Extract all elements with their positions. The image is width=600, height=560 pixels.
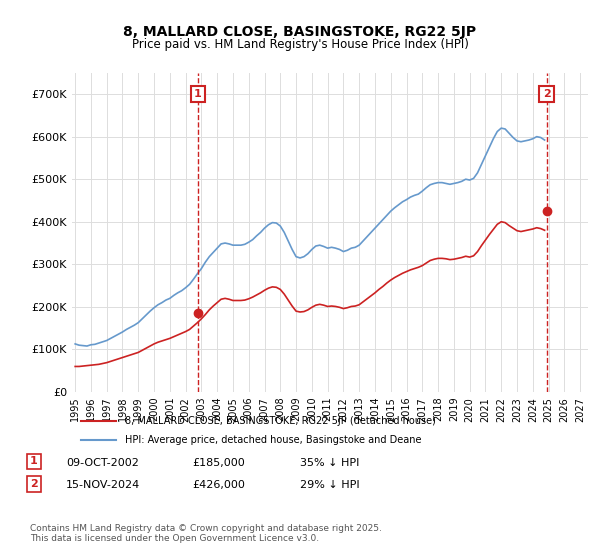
Text: £185,000: £185,000 [192,458,245,468]
Text: Contains HM Land Registry data © Crown copyright and database right 2025.
This d: Contains HM Land Registry data © Crown c… [30,524,382,543]
Text: 8, MALLARD CLOSE, BASINGSTOKE, RG22 5JP: 8, MALLARD CLOSE, BASINGSTOKE, RG22 5JP [124,25,476,39]
Text: 29% ↓ HPI: 29% ↓ HPI [300,480,359,490]
Text: 8, MALLARD CLOSE, BASINGSTOKE, RG22 5JP (detached house): 8, MALLARD CLOSE, BASINGSTOKE, RG22 5JP … [125,416,436,426]
Text: 15-NOV-2024: 15-NOV-2024 [66,480,140,490]
Text: 2: 2 [30,479,38,489]
Text: Price paid vs. HM Land Registry's House Price Index (HPI): Price paid vs. HM Land Registry's House … [131,38,469,50]
Text: 2: 2 [543,89,551,99]
Text: 35% ↓ HPI: 35% ↓ HPI [300,458,359,468]
Text: 1: 1 [194,89,202,99]
Text: 09-OCT-2002: 09-OCT-2002 [66,458,139,468]
Text: 1: 1 [30,456,38,466]
Text: £426,000: £426,000 [192,480,245,490]
Text: HPI: Average price, detached house, Basingstoke and Deane: HPI: Average price, detached house, Basi… [125,435,422,445]
